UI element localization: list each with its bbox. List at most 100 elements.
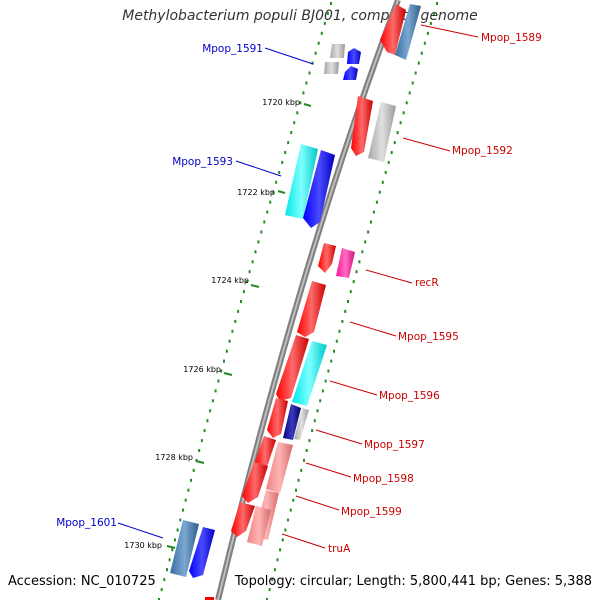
inner-dot [184, 498, 187, 502]
outer-dot [411, 81, 414, 85]
inner-dot [223, 359, 225, 363]
outer-dot [300, 468, 303, 472]
inner-dot [168, 558, 171, 562]
inner-dot [190, 478, 192, 482]
outer-dot [433, 11, 435, 15]
accession-text: Accession: NC_010725 [8, 574, 156, 589]
outer-dot [393, 141, 396, 145]
outer-dot [341, 319, 344, 323]
outer-dot [268, 588, 271, 592]
inner-dot [293, 121, 296, 125]
inner-dot [209, 409, 212, 413]
outer-dot [378, 190, 381, 194]
outer-dot [367, 230, 370, 234]
tick-label-1728: 1728 kbp [155, 453, 193, 462]
outer-dot [361, 250, 364, 254]
inner-dot [228, 339, 231, 343]
inner-dot [237, 309, 240, 313]
kbp-ticks: 1720 kbp 1722 kbp 1724 kbp 1726 kbp 1728… [124, 98, 312, 550]
outer-dot [287, 518, 289, 522]
gene-mpop-1596[interactable] [276, 335, 327, 406]
inner-dot [231, 329, 234, 333]
outer-dot [284, 528, 287, 532]
outer-dot [295, 488, 297, 492]
inner-dot [281, 160, 284, 164]
inner-dot [263, 220, 266, 224]
label-mpop-1589[interactable]: Mpop_1589 [481, 32, 542, 44]
inner-dot [302, 91, 305, 95]
callout-lines [117, 24, 479, 549]
label-mpop-1591[interactable]: Mpop_1591 [202, 43, 263, 55]
outer-dot [305, 449, 308, 452]
label-mpop-1597[interactable]: Mpop_1597 [364, 439, 425, 451]
label-mpop-1598[interactable]: Mpop_1598 [353, 473, 414, 485]
outer-dot [402, 111, 405, 115]
label-truA[interactable]: truA [328, 543, 351, 555]
outer-dot [276, 558, 279, 562]
label-mpop-1599[interactable]: Mpop_1599 [341, 506, 402, 518]
outer-dot [297, 478, 300, 482]
outer-dot [396, 131, 399, 135]
gene-mpop-1592[interactable] [351, 96, 396, 162]
label-mpop-1596[interactable]: Mpop_1596 [379, 390, 440, 402]
outer-dot [364, 240, 367, 244]
outer-dot [417, 61, 420, 65]
gene-mpop-1593[interactable] [285, 144, 335, 228]
outer-dot [381, 180, 384, 184]
gene-mpop-1595[interactable] [297, 281, 326, 337]
outer-dot [292, 498, 295, 502]
outer-dot [426, 31, 429, 35]
inner-dot [200, 439, 203, 443]
gene-recR[interactable] [318, 243, 355, 278]
inner-dot [266, 210, 269, 214]
inner-dot [311, 61, 314, 65]
label-recR[interactable]: recR [415, 277, 439, 289]
outer-dot [372, 210, 375, 214]
inner-dot [211, 399, 214, 403]
gene-mpop-1589[interactable] [380, 4, 421, 60]
inner-dot [275, 180, 278, 184]
gene-mpop-1601[interactable] [170, 520, 215, 578]
outer-dot [313, 419, 316, 423]
gene-truA[interactable] [231, 502, 271, 546]
outer-dot [375, 200, 378, 204]
outer-dot [414, 71, 417, 75]
gene-partial-bottom [205, 597, 214, 600]
inner-dot [166, 568, 168, 572]
outer-dot [316, 409, 319, 413]
outer-dot [333, 349, 335, 353]
gene-mpop-1598[interactable] [254, 436, 293, 493]
outer-dot [308, 439, 311, 443]
outer-dot [390, 151, 393, 154]
label-mpop-1595[interactable]: Mpop_1595 [398, 331, 459, 343]
outer-dot [408, 91, 411, 95]
outer-dot [279, 548, 282, 552]
outer-dot [405, 101, 408, 105]
outer-dot [321, 389, 324, 393]
outer-dot [349, 290, 352, 294]
label-mpop-1592[interactable]: Mpop_1592 [452, 145, 513, 157]
label-mpop-1601[interactable]: Mpop_1601 [56, 517, 117, 529]
label-mpop-1593[interactable]: Mpop_1593 [172, 156, 233, 168]
outer-dot [303, 458, 305, 462]
inner-dot [317, 41, 320, 45]
inner-dot [163, 578, 166, 582]
inner-dot [272, 190, 275, 194]
gene-mpop-1597[interactable] [267, 398, 309, 440]
inner-dot [323, 21, 326, 25]
inner-dot [284, 151, 287, 154]
outer-dot [327, 369, 330, 373]
outer-dot [273, 568, 276, 572]
inner-dot [220, 369, 223, 373]
inner-dot [326, 11, 329, 15]
inner-tick-dots [158, 2, 332, 600]
outer-dot [330, 359, 333, 363]
inner-dot [217, 379, 220, 383]
inner-dot [330, 2, 332, 5]
inner-dot [234, 319, 237, 323]
inner-dot [192, 468, 195, 472]
gene-mpop-1591[interactable] [324, 44, 361, 80]
outer-dot [311, 429, 314, 433]
outer-dot [423, 41, 426, 45]
